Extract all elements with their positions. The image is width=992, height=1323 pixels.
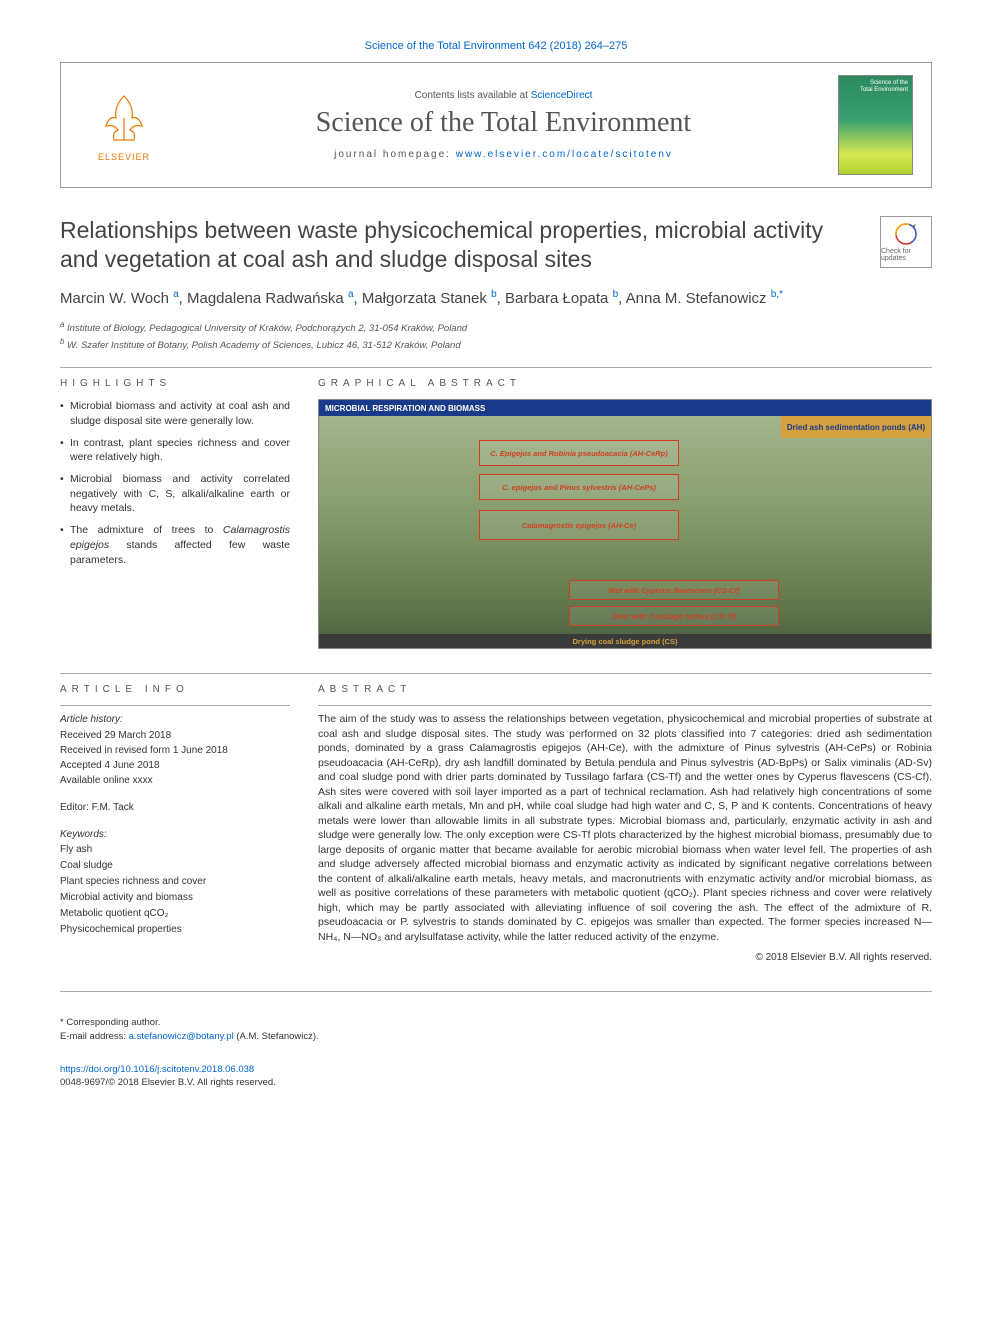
highlight-item: The admixture of trees to Calamagrostis …	[60, 523, 290, 567]
keyword-item: Plant species richness and cover	[60, 874, 290, 889]
email-author-name: (A.M. Stefanowicz).	[234, 1031, 319, 1042]
divider	[318, 705, 932, 706]
top-citation: Science of the Total Environment 642 (20…	[60, 40, 932, 52]
keyword-item: Microbial activity and biomass	[60, 890, 290, 905]
elsevier-name: ELSEVIER	[98, 152, 150, 162]
journal-title: Science of the Total Environment	[169, 107, 838, 139]
crossmark-icon	[894, 222, 918, 246]
affiliation-line: b W. Szafer Institute of Botany, Polish …	[60, 336, 932, 353]
history-line: Received 29 March 2018	[60, 728, 290, 743]
ga-top-bar: MICROBIAL RESPIRATION AND BIOMASS	[319, 400, 931, 416]
keyword-item: Physicochemical properties	[60, 922, 290, 937]
contents-prefix: Contents lists available at	[415, 90, 531, 101]
divider	[60, 673, 932, 674]
divider	[60, 367, 932, 368]
updates-badge-label: Check for updates	[881, 248, 931, 262]
ga-top-right-label: Dried ash sedimentation ponds (AH)	[781, 416, 931, 438]
elsevier-logo: ELSEVIER	[79, 80, 169, 170]
affiliations: a Institute of Biology, Pedagogical Univ…	[60, 319, 932, 354]
abstract-copyright: © 2018 Elsevier B.V. All rights reserved…	[318, 952, 932, 963]
highlight-item: In contrast, plant species richness and …	[60, 436, 290, 465]
graphical-abstract-figure: MICROBIAL RESPIRATION AND BIOMASS Dried …	[318, 399, 932, 649]
homepage-link[interactable]: www.elsevier.com/locate/scitotenv	[456, 149, 673, 160]
divider	[60, 991, 932, 992]
ga-box: C. Epigejos and Robinia pseudoacacia (AH…	[479, 440, 679, 466]
graphical-abstract-heading: GRAPHICAL ABSTRACT	[318, 378, 932, 389]
corr-label: * Corresponding author.	[60, 1016, 932, 1030]
highlight-item: Microbial biomass and activity at coal a…	[60, 399, 290, 428]
history-head: Article history:	[60, 712, 290, 727]
doi-block: https://doi.org/10.1016/j.scitotenv.2018…	[60, 1063, 932, 1090]
history-line: Received in revised form 1 June 2018	[60, 743, 290, 758]
issn-copyright: 0048-9697/© 2018 Elsevier B.V. All right…	[60, 1076, 932, 1089]
divider	[60, 705, 290, 706]
ga-bottom-bar: Drying coal sludge pond (CS)	[319, 634, 931, 648]
highlight-item: Microbial biomass and activity correlate…	[60, 472, 290, 516]
journal-cover-thumbnail: Science of theTotal Environment	[838, 75, 913, 175]
cover-label: Science of theTotal Environment	[860, 80, 908, 93]
sciencedirect-link[interactable]: ScienceDirect	[531, 90, 593, 101]
authors-line: Marcin W. Woch a, Magdalena Radwańska a,…	[60, 288, 932, 309]
history-line: Accepted 4 June 2018	[60, 758, 290, 773]
contents-line: Contents lists available at ScienceDirec…	[169, 90, 838, 101]
email-label: E-mail address:	[60, 1031, 129, 1042]
check-updates-badge[interactable]: Check for updates	[880, 216, 932, 268]
history-line: Available online xxxx	[60, 773, 290, 788]
article-info-block: Article history: Received 29 March 2018R…	[60, 712, 290, 937]
keywords-head: Keywords:	[60, 827, 290, 842]
abstract-heading: ABSTRACT	[318, 684, 932, 695]
ga-box: C. epigejos and Pinus sylvestris (AH-CeP…	[479, 474, 679, 500]
corresponding-author: * Corresponding author. E-mail address: …	[60, 1016, 932, 1045]
ga-box: Wet with Cyperus flavescens (CS-Cf)	[569, 580, 779, 600]
abstract-text: The aim of the study was to assess the r…	[318, 712, 932, 944]
keyword-item: Fly ash	[60, 842, 290, 857]
doi-link[interactable]: https://doi.org/10.1016/j.scitotenv.2018…	[60, 1063, 932, 1076]
keyword-item: Coal sludge	[60, 858, 290, 873]
journal-homepage: journal homepage: www.elsevier.com/locat…	[169, 149, 838, 160]
ga-box: Drier with Tussilago farfara (CS-Tf)	[569, 606, 779, 626]
journal-header: ELSEVIER Contents lists available at Sci…	[60, 62, 932, 188]
homepage-prefix: journal homepage:	[334, 149, 456, 160]
article-title: Relationships between waste physicochemi…	[60, 216, 864, 274]
keyword-item: Metabolic quotient qCO₂	[60, 906, 290, 921]
editor-line: Editor: F.M. Tack	[60, 800, 290, 815]
affiliation-line: a Institute of Biology, Pedagogical Univ…	[60, 319, 932, 336]
highlights-heading: HIGHLIGHTS	[60, 378, 290, 389]
article-info-heading: ARTICLE INFO	[60, 684, 290, 695]
email-link[interactable]: a.stefanowicz@botany.pl	[129, 1031, 234, 1042]
highlights-list: Microbial biomass and activity at coal a…	[60, 399, 290, 567]
elsevier-tree-icon	[94, 88, 154, 148]
ga-box: Calamagrostis epigejos (AH-Ce)	[479, 510, 679, 540]
